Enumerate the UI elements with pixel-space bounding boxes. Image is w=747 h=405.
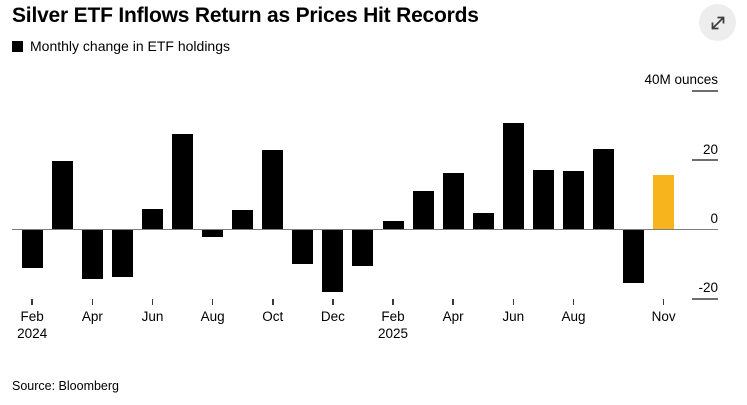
x-label-jun-2025: Jun <box>502 309 525 324</box>
x-label-feb-2024: Feb <box>20 309 44 324</box>
x-label-dec-2024: Dec <box>320 309 345 324</box>
bar-nov-2025[interactable] <box>653 175 675 230</box>
x-tick-apr-2024 <box>91 299 94 305</box>
x-label-nov-2025: Nov <box>651 309 676 324</box>
bar-jun-2025[interactable] <box>502 122 524 230</box>
legend-label: Monthly change in ETF holdings <box>30 38 230 54</box>
x-tick-aug-2025 <box>572 299 575 305</box>
y-tick-line--20 <box>692 297 718 300</box>
y-tick-label-20: 20 <box>702 141 718 157</box>
page-title: Silver ETF Inflows Return as Prices Hit … <box>12 4 479 27</box>
bar-nov-2024[interactable] <box>292 230 314 265</box>
bar-jul-2025[interactable] <box>532 170 554 230</box>
x-tick-jun-2024 <box>151 299 154 305</box>
bar-jun-2024[interactable] <box>141 209 163 230</box>
x-tick-feb-2024 <box>31 299 33 305</box>
chart-legend: Monthly change in ETF holdings <box>12 38 230 54</box>
x-tick-nov-2025 <box>662 299 665 305</box>
bar-mar-2024[interactable] <box>51 160 73 230</box>
bar-sep-2024[interactable] <box>232 210 254 230</box>
legend-swatch <box>12 40 23 52</box>
x-label-apr-2024: Apr <box>81 309 103 324</box>
bar-feb-2024[interactable] <box>21 230 43 268</box>
bar-jan-2025[interactable] <box>352 230 374 266</box>
x-tick-feb-2025 <box>392 299 394 305</box>
y-tick-label-0: 0 <box>710 211 718 226</box>
bar-jul-2024[interactable] <box>172 134 194 230</box>
x-tick-jun-2025 <box>512 299 515 305</box>
x-tick-oct-2024 <box>272 299 274 305</box>
x-label-feb-2025: Feb <box>381 309 405 324</box>
x-label-aug-2024: Aug <box>200 309 225 324</box>
source-note: Source: Bloomberg <box>12 379 120 393</box>
x-label-oct-2024: Oct <box>262 309 284 324</box>
x-label-apr-2025: Apr <box>442 309 464 324</box>
y-tick-label-40: 40M ounces <box>644 72 718 88</box>
x-year-label-2024: 2024 <box>17 325 48 341</box>
expand-diagonal-arrow-icon <box>711 16 724 29</box>
bar-aug-2025[interactable] <box>562 171 584 230</box>
x-tick-aug-2024 <box>211 299 214 305</box>
bar-aug-2024[interactable] <box>202 230 224 237</box>
bar-mar-2025[interactable] <box>412 191 434 230</box>
x-tick-apr-2025 <box>452 299 454 305</box>
x-label-aug-2025: Aug <box>561 309 586 324</box>
x-label-jun-2024: Jun <box>141 309 164 324</box>
y-tick-line-40 <box>692 89 718 92</box>
bar-oct-2025[interactable] <box>623 230 645 284</box>
bar-apr-2025[interactable] <box>442 173 464 230</box>
bar-oct-2024[interactable] <box>262 149 284 230</box>
y-tick-line-20 <box>692 159 718 162</box>
x-tick-dec-2024 <box>332 299 334 305</box>
bar-may-2024[interactable] <box>111 230 133 278</box>
y-tick-label--20: -20 <box>698 280 718 296</box>
bar-dec-2024[interactable] <box>322 230 344 292</box>
zero-axis-line <box>12 228 718 231</box>
expand-button[interactable] <box>699 4 736 41</box>
bar-feb-2025[interactable] <box>382 220 404 230</box>
bar-sep-2025[interactable] <box>593 149 615 230</box>
bar-may-2025[interactable] <box>472 212 494 230</box>
bar-apr-2024[interactable] <box>81 230 103 280</box>
x-year-label-2025: 2025 <box>378 325 409 341</box>
